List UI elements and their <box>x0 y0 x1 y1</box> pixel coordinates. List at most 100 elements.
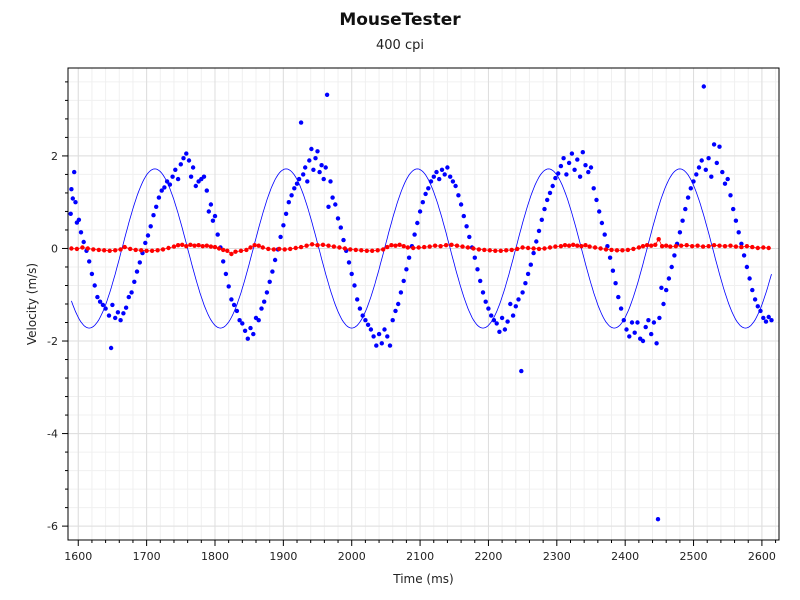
data-point <box>483 299 488 304</box>
data-point <box>317 169 322 175</box>
data-point <box>204 243 209 248</box>
data-point <box>703 167 708 172</box>
minor-grid <box>68 68 779 540</box>
data-point <box>368 327 374 332</box>
data-point <box>103 306 108 311</box>
chart-subtitle: 400 cpi <box>376 38 424 53</box>
data-point <box>379 341 384 346</box>
data-point <box>422 244 427 250</box>
data-point <box>750 287 755 293</box>
data-point <box>456 193 461 198</box>
data-point <box>515 246 520 252</box>
data-point <box>193 183 198 189</box>
data-point <box>657 315 662 321</box>
x-tick-label: 2300 <box>543 550 571 563</box>
data-point <box>725 176 730 182</box>
data-point <box>85 246 91 251</box>
data-point <box>154 204 159 209</box>
data-point <box>706 244 711 249</box>
data-point <box>758 308 763 314</box>
data-point <box>210 218 216 223</box>
data-point <box>87 259 92 264</box>
data-point <box>711 142 717 147</box>
data-point <box>467 234 472 240</box>
x-tick-label: 1800 <box>201 550 229 563</box>
data-point <box>659 244 665 249</box>
data-point <box>531 246 536 251</box>
data-point <box>201 174 207 179</box>
data-point <box>144 248 149 253</box>
x-tick-label: 2100 <box>406 550 434 563</box>
data-point <box>248 245 253 250</box>
data-point <box>694 172 699 177</box>
data-point <box>70 196 76 201</box>
data-point <box>212 244 218 250</box>
data-point <box>536 228 542 234</box>
data-point <box>95 294 100 300</box>
data-point <box>226 284 231 289</box>
data-point <box>720 169 725 175</box>
data-point <box>553 244 558 249</box>
data-point <box>739 241 744 246</box>
data-point <box>701 84 706 89</box>
data-point <box>252 243 257 248</box>
data-point <box>494 321 499 326</box>
data-point <box>149 248 155 253</box>
data-point <box>282 247 287 252</box>
data-point <box>196 243 201 248</box>
y-tick-label: 2 <box>51 150 58 163</box>
data-point <box>216 246 222 251</box>
data-point <box>621 318 626 323</box>
x-axis-label: Time (ms) <box>392 572 454 586</box>
data-point <box>244 247 249 253</box>
series-0 <box>68 84 774 522</box>
data-point <box>509 247 514 253</box>
data-point <box>583 243 588 248</box>
data-point <box>523 281 528 286</box>
data-point <box>653 242 658 247</box>
data-point <box>266 246 271 252</box>
data-point <box>385 244 390 250</box>
data-point <box>434 169 439 175</box>
data-point <box>531 250 536 256</box>
data-point <box>260 245 265 250</box>
data-point <box>181 156 186 161</box>
data-point <box>646 318 651 323</box>
data-point <box>700 244 706 249</box>
data-point <box>591 186 596 191</box>
data-point <box>389 243 394 248</box>
data-point <box>643 324 648 330</box>
data-point <box>363 318 368 323</box>
data-point <box>331 244 337 249</box>
data-point <box>337 245 342 250</box>
data-point <box>673 244 678 249</box>
data-point <box>259 306 264 311</box>
data-point <box>162 185 167 190</box>
series-layer <box>68 84 774 522</box>
data-point <box>550 183 555 189</box>
data-point <box>208 244 214 249</box>
data-point <box>215 232 220 237</box>
data-point <box>579 244 584 249</box>
data-point <box>627 334 632 339</box>
data-point <box>393 243 398 248</box>
data-point <box>346 260 352 265</box>
data-point <box>520 245 525 250</box>
data-point <box>319 163 324 168</box>
data-point <box>309 146 314 152</box>
y-axis-label: Velocity (m/s) <box>25 263 39 345</box>
data-point <box>460 244 465 249</box>
data-point <box>755 245 760 251</box>
data-point <box>272 257 278 263</box>
data-point <box>278 234 283 240</box>
data-point <box>722 244 728 249</box>
data-point <box>497 329 502 334</box>
data-point <box>385 334 390 339</box>
data-point <box>519 368 524 374</box>
chart-title: MouseTester <box>339 10 461 30</box>
data-point <box>722 181 728 186</box>
major-grid <box>68 68 779 540</box>
data-point <box>349 271 354 277</box>
series-1 <box>69 237 771 257</box>
data-point <box>404 267 409 272</box>
